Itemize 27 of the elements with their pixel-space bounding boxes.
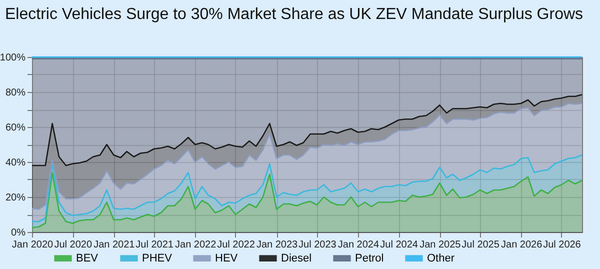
- x-tick-label: Jan 2022: [175, 240, 217, 250]
- x-tick-label: Jan 2024: [338, 240, 380, 250]
- x-tick-label: Jan 2025: [420, 240, 462, 250]
- x-tick-label: Jan 2020: [12, 240, 54, 250]
- x-tick-label: Jul 2026: [543, 240, 582, 250]
- x-tick-label: Jul 2024: [380, 240, 418, 250]
- y-tick-label: 100%: [0, 52, 26, 64]
- x-tick-label: Jan 2026: [501, 240, 543, 250]
- x-tick-label: Jan 2021: [94, 240, 136, 250]
- x-tick-label: Jul 2023: [298, 240, 337, 250]
- legend-label: Diesel: [281, 252, 312, 264]
- y-tick-label: 60%: [5, 122, 26, 134]
- y-tick-label: 40%: [5, 158, 26, 168]
- x-tick-label: Jul 2022: [217, 240, 256, 250]
- y-tick-label: 20%: [5, 192, 26, 204]
- x-tick-label: Jul 2021: [136, 240, 174, 250]
- legend-label: Petrol: [355, 252, 384, 264]
- chart-title: Electric Vehicles Surge to 30% Market Share as UK ZEV Mandate Surplus Grows: [5, 6, 584, 23]
- legend-label: PHEV: [142, 252, 173, 264]
- x-tick-label: Jan 2023: [256, 240, 298, 250]
- legend-label: BEV: [76, 252, 99, 264]
- legend-label: HEV: [215, 252, 238, 264]
- x-tick-label: Jul 2020: [54, 240, 92, 250]
- x-tick-label: Jul 2025: [462, 240, 500, 250]
- legend-label: Other: [427, 252, 455, 264]
- y-tick-label: 0%: [11, 228, 26, 238]
- y-tick-label: 80%: [5, 88, 26, 98]
